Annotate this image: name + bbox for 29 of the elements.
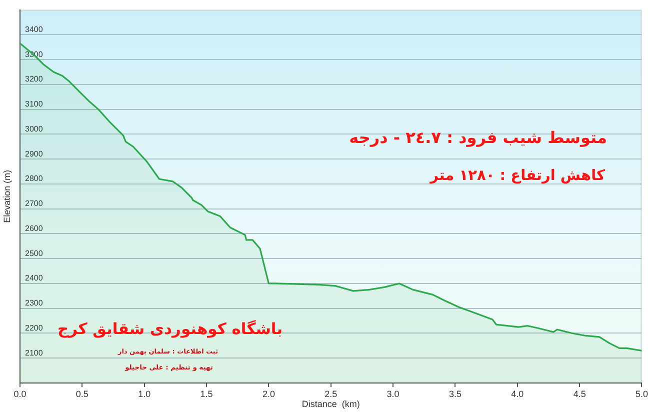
y-tick-label: 2600 (25, 224, 44, 233)
annotation: باشگاه کوهنوردی شقایق کرج (57, 319, 283, 338)
y-tick-label: 2100 (25, 348, 44, 358)
annotation: متوسط شیب فرود : ٢٤.٧ - درجه (349, 128, 607, 148)
x-tick-label: 4.0 (511, 388, 524, 399)
y-tick-label: 3100 (25, 100, 44, 109)
y-tick-label: 2700 (25, 199, 44, 208)
x-tick-label: 0.5 (76, 388, 88, 399)
x-tick-label: 3.5 (448, 388, 462, 399)
y-tick-label: 3000 (25, 124, 44, 134)
annotation: کاهش ارتفاع : ١٢٨٠ متر (429, 166, 606, 184)
y-tick-label: 3200 (25, 74, 44, 84)
y-tick-label: 2500 (25, 248, 44, 258)
x-tick-label: 0.0 (14, 388, 26, 399)
x-tick-label: 1.0 (138, 388, 151, 399)
x-axis-title: Distance (km) (302, 399, 360, 410)
y-tick-label: 2200 (25, 323, 44, 332)
y-tick-label: 2900 (25, 149, 44, 158)
y-tick-label: 2800 (25, 174, 44, 184)
x-tick-label: 1.5 (200, 388, 213, 399)
x-tick-label: 4.5 (573, 388, 586, 399)
y-axis-title: Elevation (m) (2, 170, 12, 223)
x-tick-label: 2.5 (324, 388, 338, 399)
y-tick-label: 2300 (25, 298, 44, 308)
x-tick-label: 5.0 (635, 388, 648, 399)
y-tick-label: 2400 (25, 274, 44, 283)
y-tick-label: 3400 (25, 24, 44, 34)
x-tick-label: 2.0 (262, 388, 275, 399)
x-tick-label: 3.0 (386, 388, 400, 399)
